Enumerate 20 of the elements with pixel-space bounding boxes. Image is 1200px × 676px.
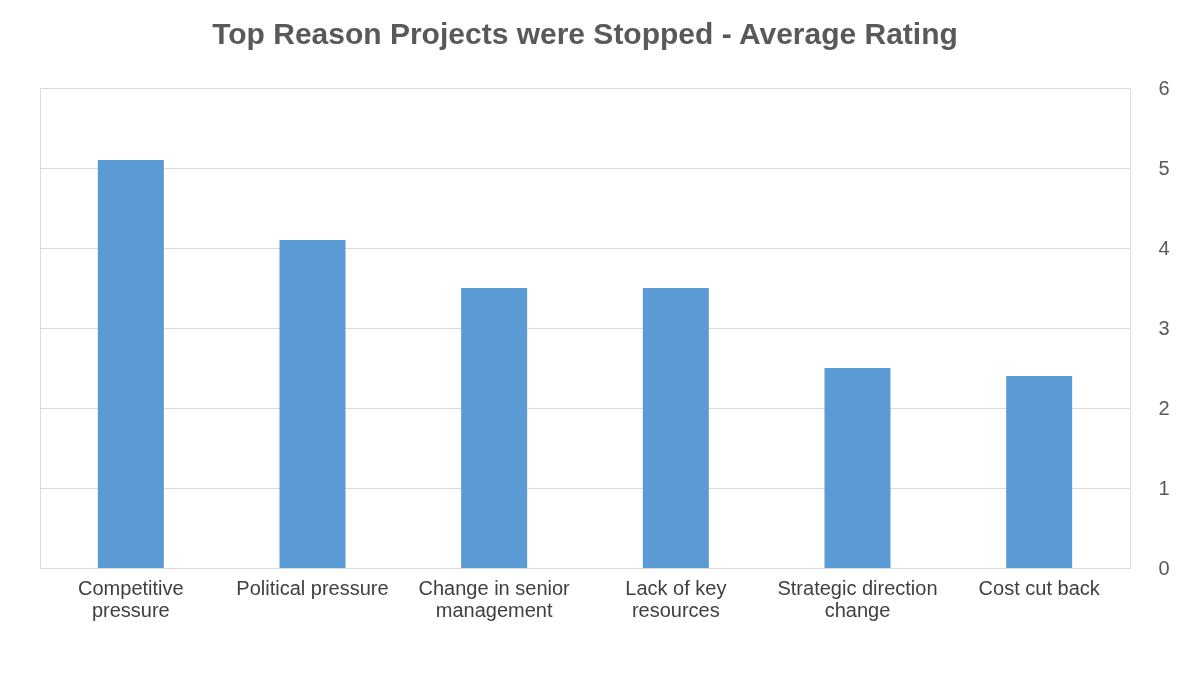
x-tick-label: Change in senior management bbox=[418, 576, 571, 621]
x-tick-label: Competitive pressure bbox=[78, 576, 184, 621]
bar bbox=[97, 160, 164, 568]
x-tick-label: Political pressure bbox=[236, 576, 389, 599]
x-tick-label: Lack of key resources bbox=[625, 576, 727, 621]
x-tick-label: Strategic direction change bbox=[777, 576, 938, 621]
y-tick-label: 4 bbox=[1158, 236, 1170, 259]
bar bbox=[1006, 376, 1073, 568]
y-tick-label: 1 bbox=[1158, 476, 1170, 499]
chart-title: Top Reason Projects were Stopped - Average Rating bbox=[212, 17, 958, 50]
bar bbox=[642, 288, 709, 568]
bar bbox=[824, 368, 891, 568]
bar bbox=[461, 288, 528, 568]
y-tick-label: 5 bbox=[1158, 156, 1170, 179]
x-tick-label: Cost cut back bbox=[978, 576, 1101, 599]
y-tick-label: 6 bbox=[1158, 76, 1170, 99]
y-tick-label: 2 bbox=[1158, 396, 1170, 419]
y-tick-label: 3 bbox=[1158, 316, 1170, 339]
bar bbox=[279, 240, 346, 568]
y-tick-label: 0 bbox=[1158, 556, 1170, 579]
